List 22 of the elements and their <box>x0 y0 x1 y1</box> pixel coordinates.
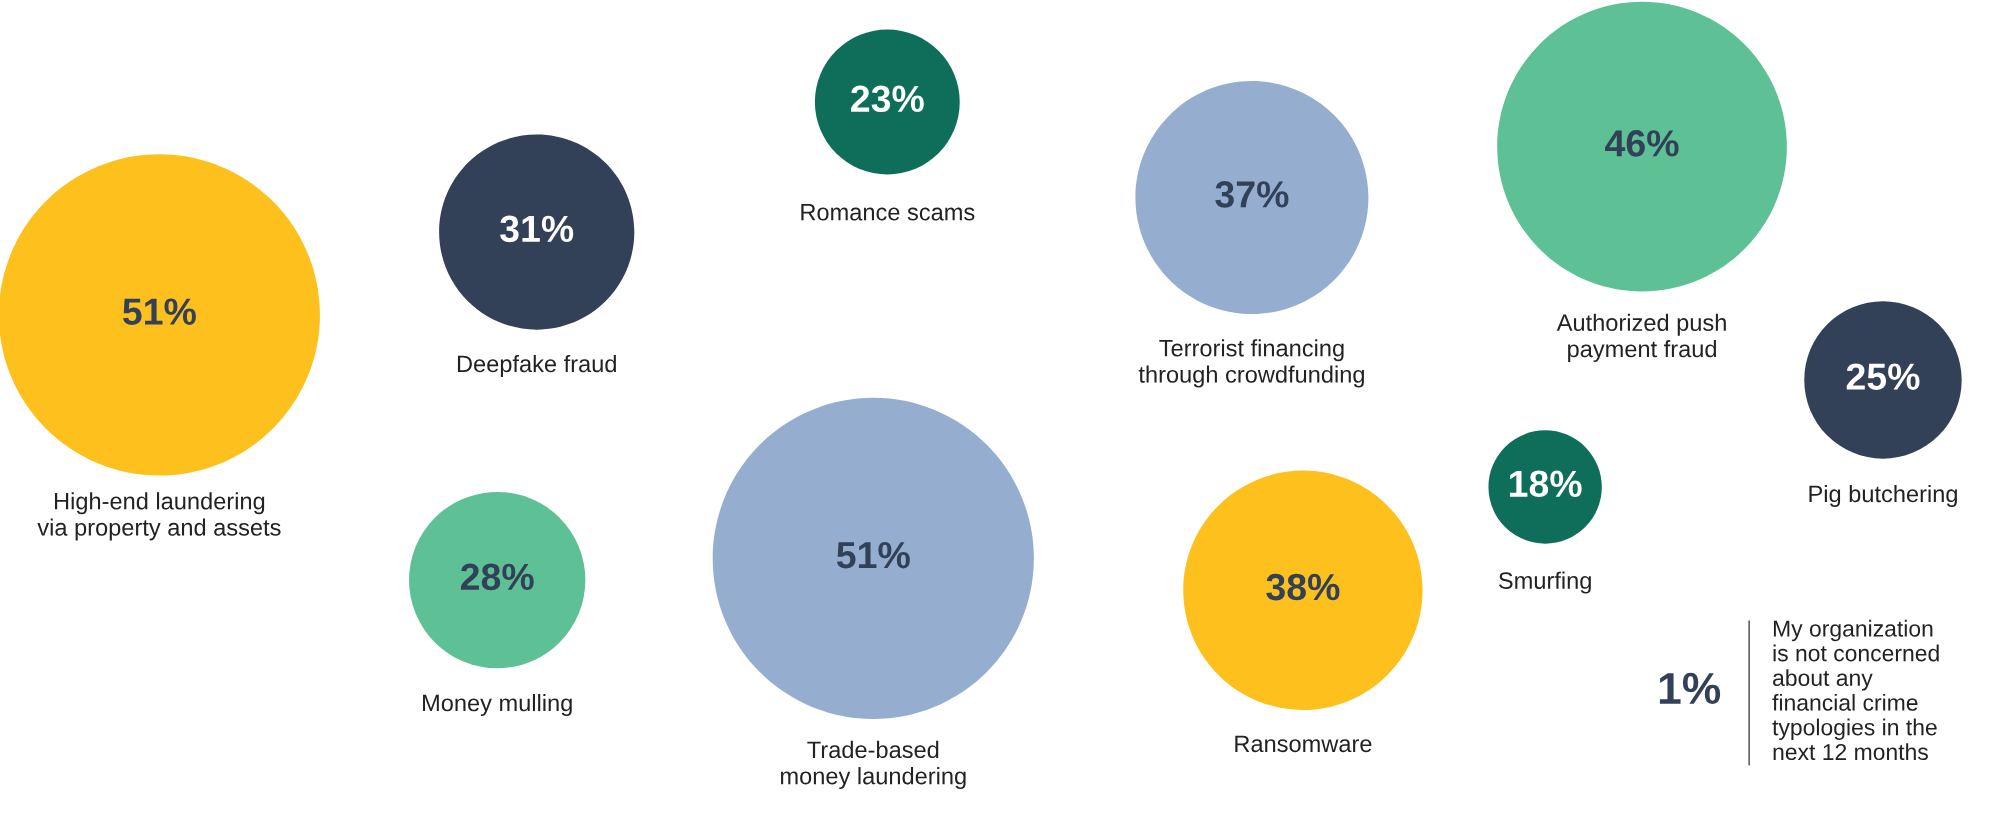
data-label: 51% <box>836 542 910 569</box>
data-label: 38% <box>1266 573 1340 601</box>
category-label: Romance scams <box>801 204 975 221</box>
category-label: High-end laundering via property and assets <box>37 492 281 541</box>
category-label: Money mulling <box>423 694 572 717</box>
category-label: Pig butchering <box>1809 484 1957 507</box>
data-label: 46% <box>1605 130 1679 157</box>
text: My organization is not concerned about any financial crime typologies in the next 12 months <box>1772 619 1939 761</box>
category-label: Authorized push payment fraud <box>1556 313 1726 362</box>
text: 1% <box>1659 672 1721 705</box>
data-label: 51% <box>122 298 196 325</box>
data-label: 18% <box>1509 470 1582 498</box>
category-label: Deepfake fraud <box>457 354 616 377</box>
data-label: 25% <box>1846 363 1920 390</box>
category-label: Smurfing <box>1498 571 1591 594</box>
data-label: 31% <box>500 215 574 243</box>
category-label: Trade-based money laundering <box>781 740 966 790</box>
category-label: Ransomware <box>1235 735 1372 753</box>
category-label: Terrorist financing through crowdfunding <box>1138 339 1364 388</box>
data-label: 37% <box>1215 181 1289 208</box>
data-label: 28% <box>460 563 534 591</box>
data-label: 23% <box>851 85 924 113</box>
